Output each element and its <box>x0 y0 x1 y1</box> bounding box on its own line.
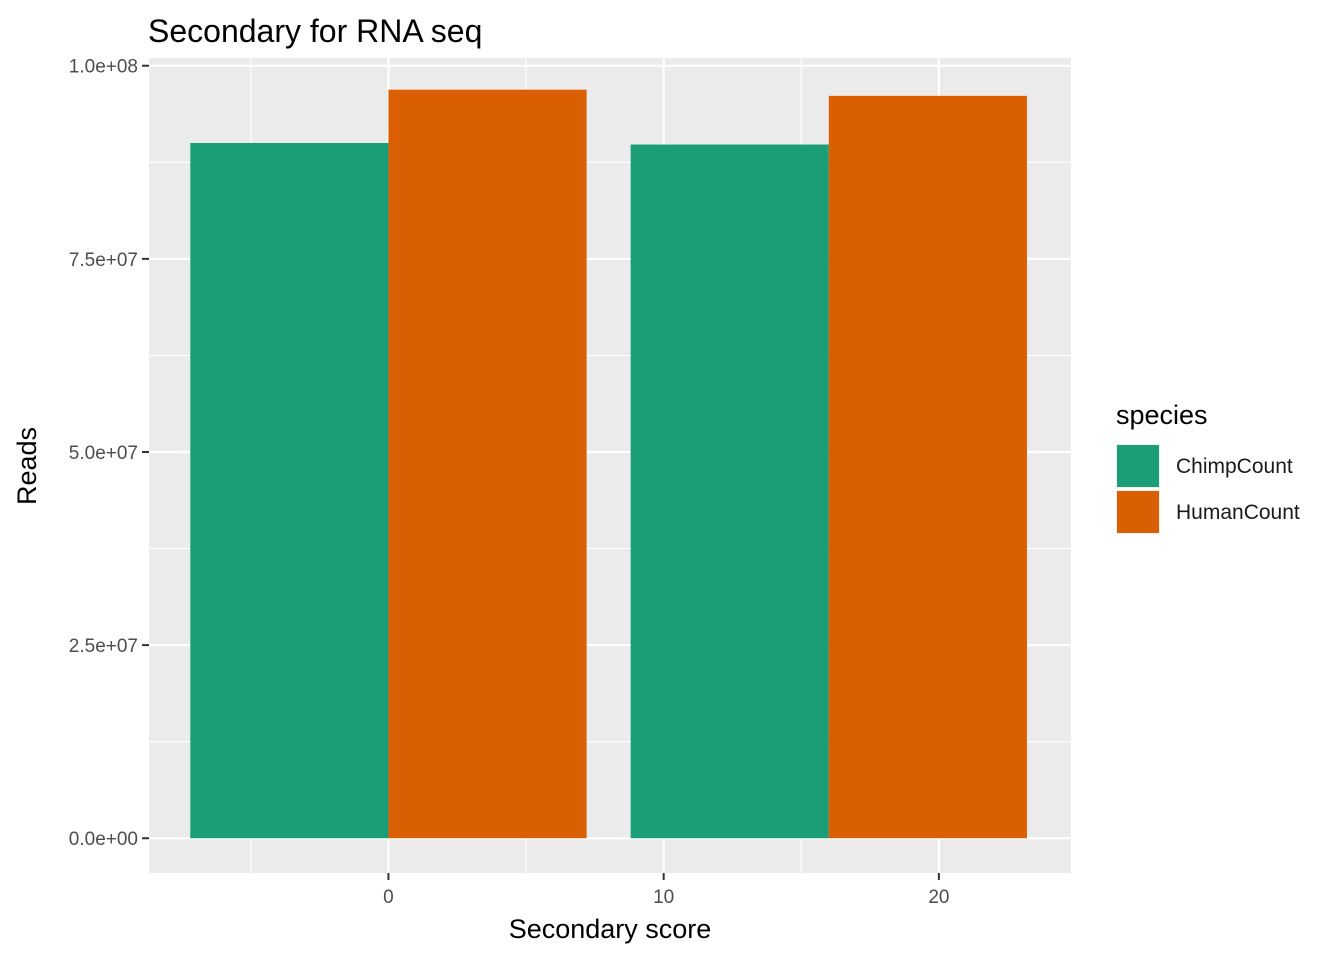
y-tick-label: 0.0e+00 <box>69 829 138 850</box>
x-tick-label: 0 <box>383 887 394 908</box>
y-tick-label: 7.5e+07 <box>69 250 138 271</box>
legend-swatch-chimpcount <box>1117 445 1159 487</box>
legend-label-chimpcount: ChimpCount <box>1176 455 1293 478</box>
x-tick-label: 10 <box>653 887 674 908</box>
y-tick-label: 1.0e+08 <box>69 57 138 78</box>
y-axis: 0.0e+00 2.5e+07 5.0e+07 7.5e+07 1.0e+08 <box>69 57 149 850</box>
legend-swatch-humancount <box>1117 491 1159 533</box>
bar-humancount-16 <box>828 95 1027 839</box>
x-tick-label: 20 <box>928 887 949 908</box>
legend-title: species <box>1116 400 1208 430</box>
bars <box>190 89 1027 839</box>
y-tick-label: 2.5e+07 <box>69 636 138 657</box>
x-axis: 0 10 20 <box>383 873 949 908</box>
bar-chimpcount-0 <box>190 142 389 839</box>
x-axis-title: Secondary score <box>509 914 712 944</box>
bar-chimpcount-16 <box>630 144 829 839</box>
bar-humancount-0 <box>388 89 587 839</box>
chart-title: Secondary for RNA seq <box>148 13 482 49</box>
legend-label-humancount: HumanCount <box>1176 501 1300 524</box>
y-tick-label: 5.0e+07 <box>69 443 138 464</box>
legend: species ChimpCount HumanCount <box>1116 400 1300 534</box>
y-axis-title: Reads <box>12 427 42 505</box>
